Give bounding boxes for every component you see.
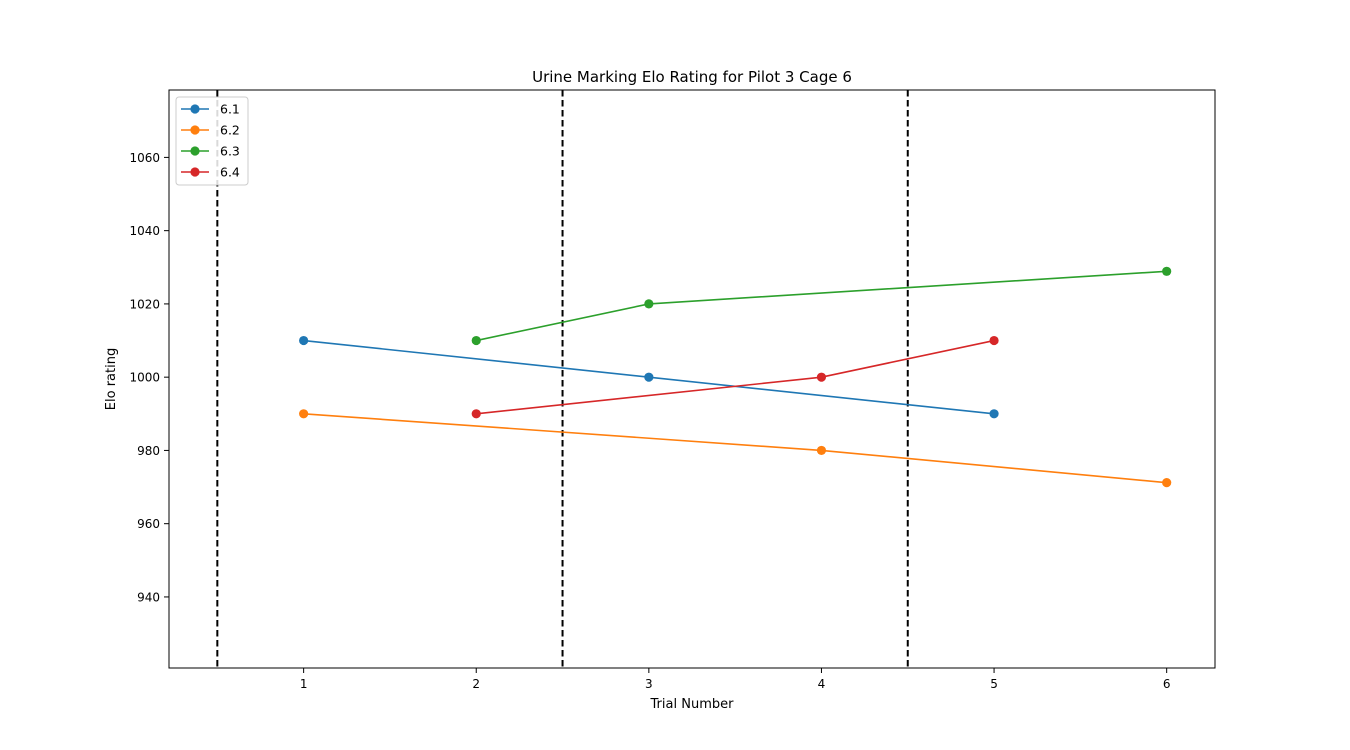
x-tick-label: 4 [818,677,826,691]
y-tick-label: 980 [137,444,160,458]
x-tick-label: 5 [990,677,998,691]
data-point-6-3 [471,335,481,346]
legend-marker [190,104,200,114]
y-axis-label: Elo rating [104,348,119,410]
legend-label: 6.4 [220,165,240,180]
data-point-6-3 [1162,266,1172,276]
x-axis-label: Trial Number [650,697,735,712]
y-tick-label: 1040 [129,224,160,238]
data-point-6-1 [299,335,309,346]
y-tick-label: 960 [137,517,160,531]
chart-title: Urine Marking Elo Rating for Pilot 3 Cag… [532,68,852,86]
data-point-6-2 [299,409,309,419]
legend-marker [190,125,200,135]
data-point-6-4 [989,335,999,346]
data-point-6-3 [644,299,654,309]
legend: 6.1 6.2 6.3 6.4 [175,96,249,186]
x-tick-label: 2 [472,677,480,691]
y-tick-label: 1020 [129,297,160,311]
y-tick-label: 940 [137,590,160,604]
legend-label: 6.2 [220,123,240,138]
x-tick-label: 1 [300,677,308,691]
data-point-6-1 [644,372,654,382]
data-point-6-4 [816,372,827,382]
legend-marker [190,146,200,156]
x-tick-label: 6 [1163,677,1171,691]
data-point-6-2 [816,445,827,456]
plot-area: 1 2 3 4 5 6 940 960 980 1000 1020 1040 1060 [129,89,1216,691]
data-point-6-4 [471,409,481,419]
data-point-6-1 [989,409,999,419]
legend-box [175,96,249,186]
data-point-6-2 [1162,478,1172,488]
legend-label: 6.1 [220,102,240,117]
x-tick-label: 3 [645,677,653,691]
legend-marker [190,167,200,177]
y-tick-label: 1000 [129,371,160,385]
y-tick-label: 1060 [129,151,160,165]
legend-label: 6.3 [220,144,240,159]
axes-frame [168,89,1216,669]
